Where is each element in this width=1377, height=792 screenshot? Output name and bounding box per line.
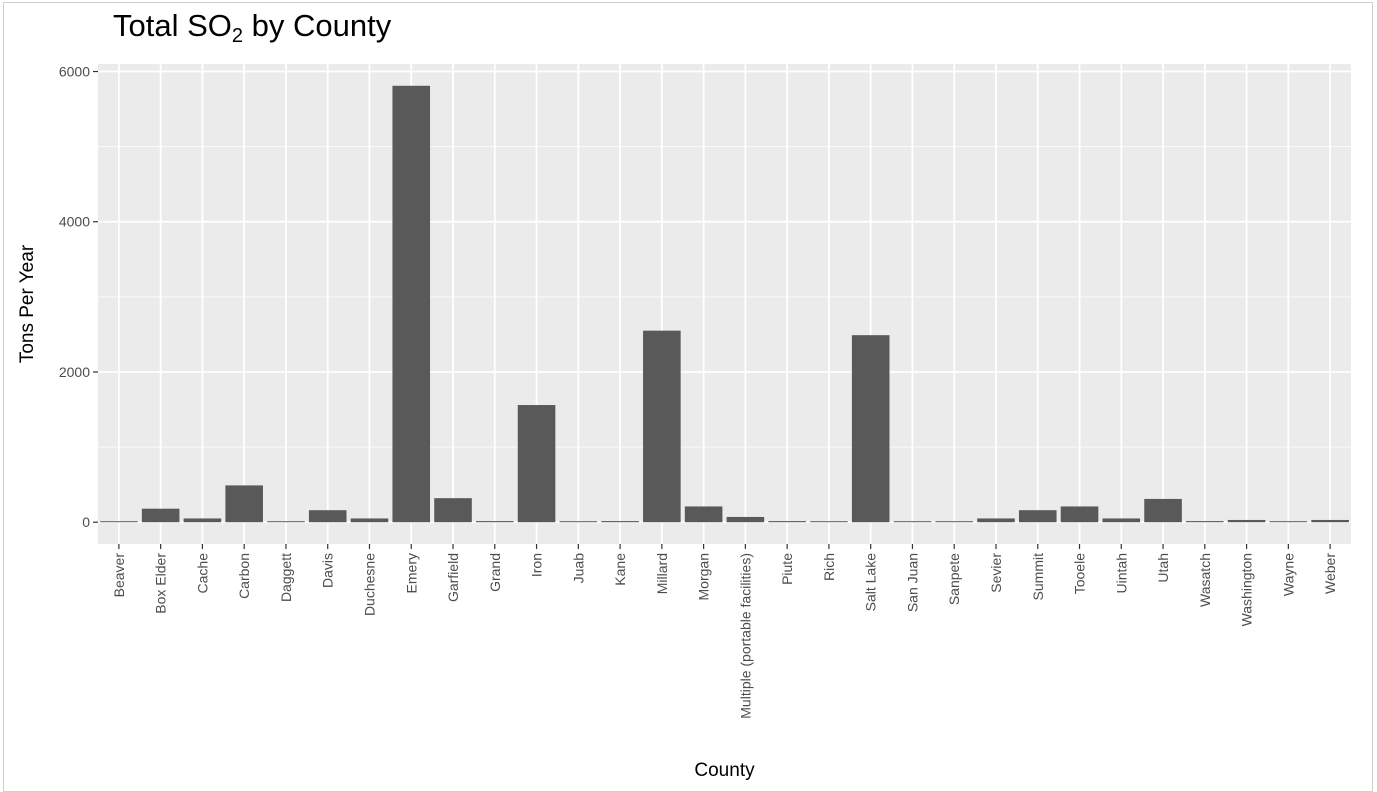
y-tick-label: 0 xyxy=(82,514,90,530)
x-tick-label: Wayne xyxy=(1280,553,1296,596)
x-tick-label: Duchesne xyxy=(361,553,377,616)
gridlines xyxy=(98,64,1351,544)
x-tick-label: Washington xyxy=(1239,553,1255,626)
bar-emery xyxy=(392,85,431,523)
bar-sanpete xyxy=(935,521,974,523)
bar-garfield xyxy=(434,498,472,523)
x-tick-label: Juab xyxy=(570,553,586,584)
title-main: Total SO xyxy=(113,8,232,43)
bar-beaver xyxy=(100,521,138,523)
bar-multiple-portable-facilities- xyxy=(726,516,765,523)
x-tick-label: Utah xyxy=(1155,553,1171,583)
x-tick-label: Piute xyxy=(779,553,795,585)
bar-daggett xyxy=(267,521,305,523)
bar-juab xyxy=(559,521,598,523)
bar-duchesne xyxy=(350,518,389,523)
bar-piute xyxy=(768,521,806,523)
x-tick-label: Garfield xyxy=(445,553,461,602)
x-tick-label: Weber xyxy=(1322,553,1338,594)
x-tick-label: Beaver xyxy=(111,553,127,598)
x-tick-label: Summit xyxy=(1030,553,1046,601)
bar-cache xyxy=(183,518,222,523)
x-tick-label: Tooele xyxy=(1072,553,1088,594)
x-tick-label: Morgan xyxy=(696,553,712,600)
bar-carbon xyxy=(225,485,263,523)
plot-panel xyxy=(98,64,1351,544)
x-tick-label: Millard xyxy=(654,553,670,594)
bar-tooele xyxy=(1060,506,1099,523)
bar-wayne xyxy=(1269,521,1308,523)
x-tick-label: Salt Lake xyxy=(863,553,879,612)
x-tick-label: Davis xyxy=(320,553,336,588)
bar-weber xyxy=(1311,519,1349,523)
bar-sevier xyxy=(977,518,1015,523)
bar-box-elder xyxy=(141,508,180,523)
x-tick-label: Cache xyxy=(194,553,210,594)
bar-rich xyxy=(810,521,848,523)
bar-uintah xyxy=(1102,518,1141,523)
title-end: by County xyxy=(243,8,392,43)
bar-kane xyxy=(601,521,639,523)
x-tick-label: Sevier xyxy=(988,553,1004,593)
bar-salt-lake xyxy=(851,335,890,523)
y-tick-label: 6000 xyxy=(59,64,90,80)
x-tick-label: Box Elder xyxy=(153,553,169,614)
x-axis-title: County xyxy=(694,760,755,781)
y-axis-ticks: 0 2000 4000 6000 xyxy=(59,64,98,530)
title-subscript: 2 xyxy=(231,25,244,47)
y-tick-label: 2000 xyxy=(59,364,90,380)
x-tick-label: Kane xyxy=(612,553,628,586)
bar-grand xyxy=(475,521,514,523)
bar-utah xyxy=(1144,498,1182,523)
x-tick-label: Iron xyxy=(529,553,545,577)
x-axis-ticks: Beaver Box Elder Cache Carbon Daggett Davis Du… xyxy=(111,544,1338,719)
x-tick-label: Sanpete xyxy=(946,553,962,605)
bar-wasatch xyxy=(1186,521,1224,523)
x-tick-label: Rich xyxy=(821,553,837,581)
bar-davis xyxy=(308,510,347,523)
x-tick-label: Emery xyxy=(403,553,419,593)
bar-millard xyxy=(643,330,681,523)
x-tick-label: Grand xyxy=(487,553,503,592)
bar-summit xyxy=(1018,510,1057,523)
x-tick-label: Wasatch xyxy=(1197,553,1213,607)
bars xyxy=(100,85,1349,523)
bar-washington xyxy=(1227,519,1266,523)
bar-iron xyxy=(517,405,556,523)
y-tick-label: 4000 xyxy=(59,214,90,230)
x-tick-label: Multiple (portable facilities) xyxy=(737,553,753,719)
panel-background xyxy=(98,64,1351,544)
bar-morgan xyxy=(684,506,723,523)
x-tick-label: Daggett xyxy=(278,553,294,602)
bar-san-juan xyxy=(893,521,932,523)
x-tick-label: Carbon xyxy=(236,553,252,599)
y-axis-title: Tons Per Year xyxy=(17,244,38,363)
x-tick-label: Uintah xyxy=(1113,553,1129,593)
x-tick-label: San Juan xyxy=(904,553,920,612)
chart-title: Total SO2 by County xyxy=(113,8,391,48)
